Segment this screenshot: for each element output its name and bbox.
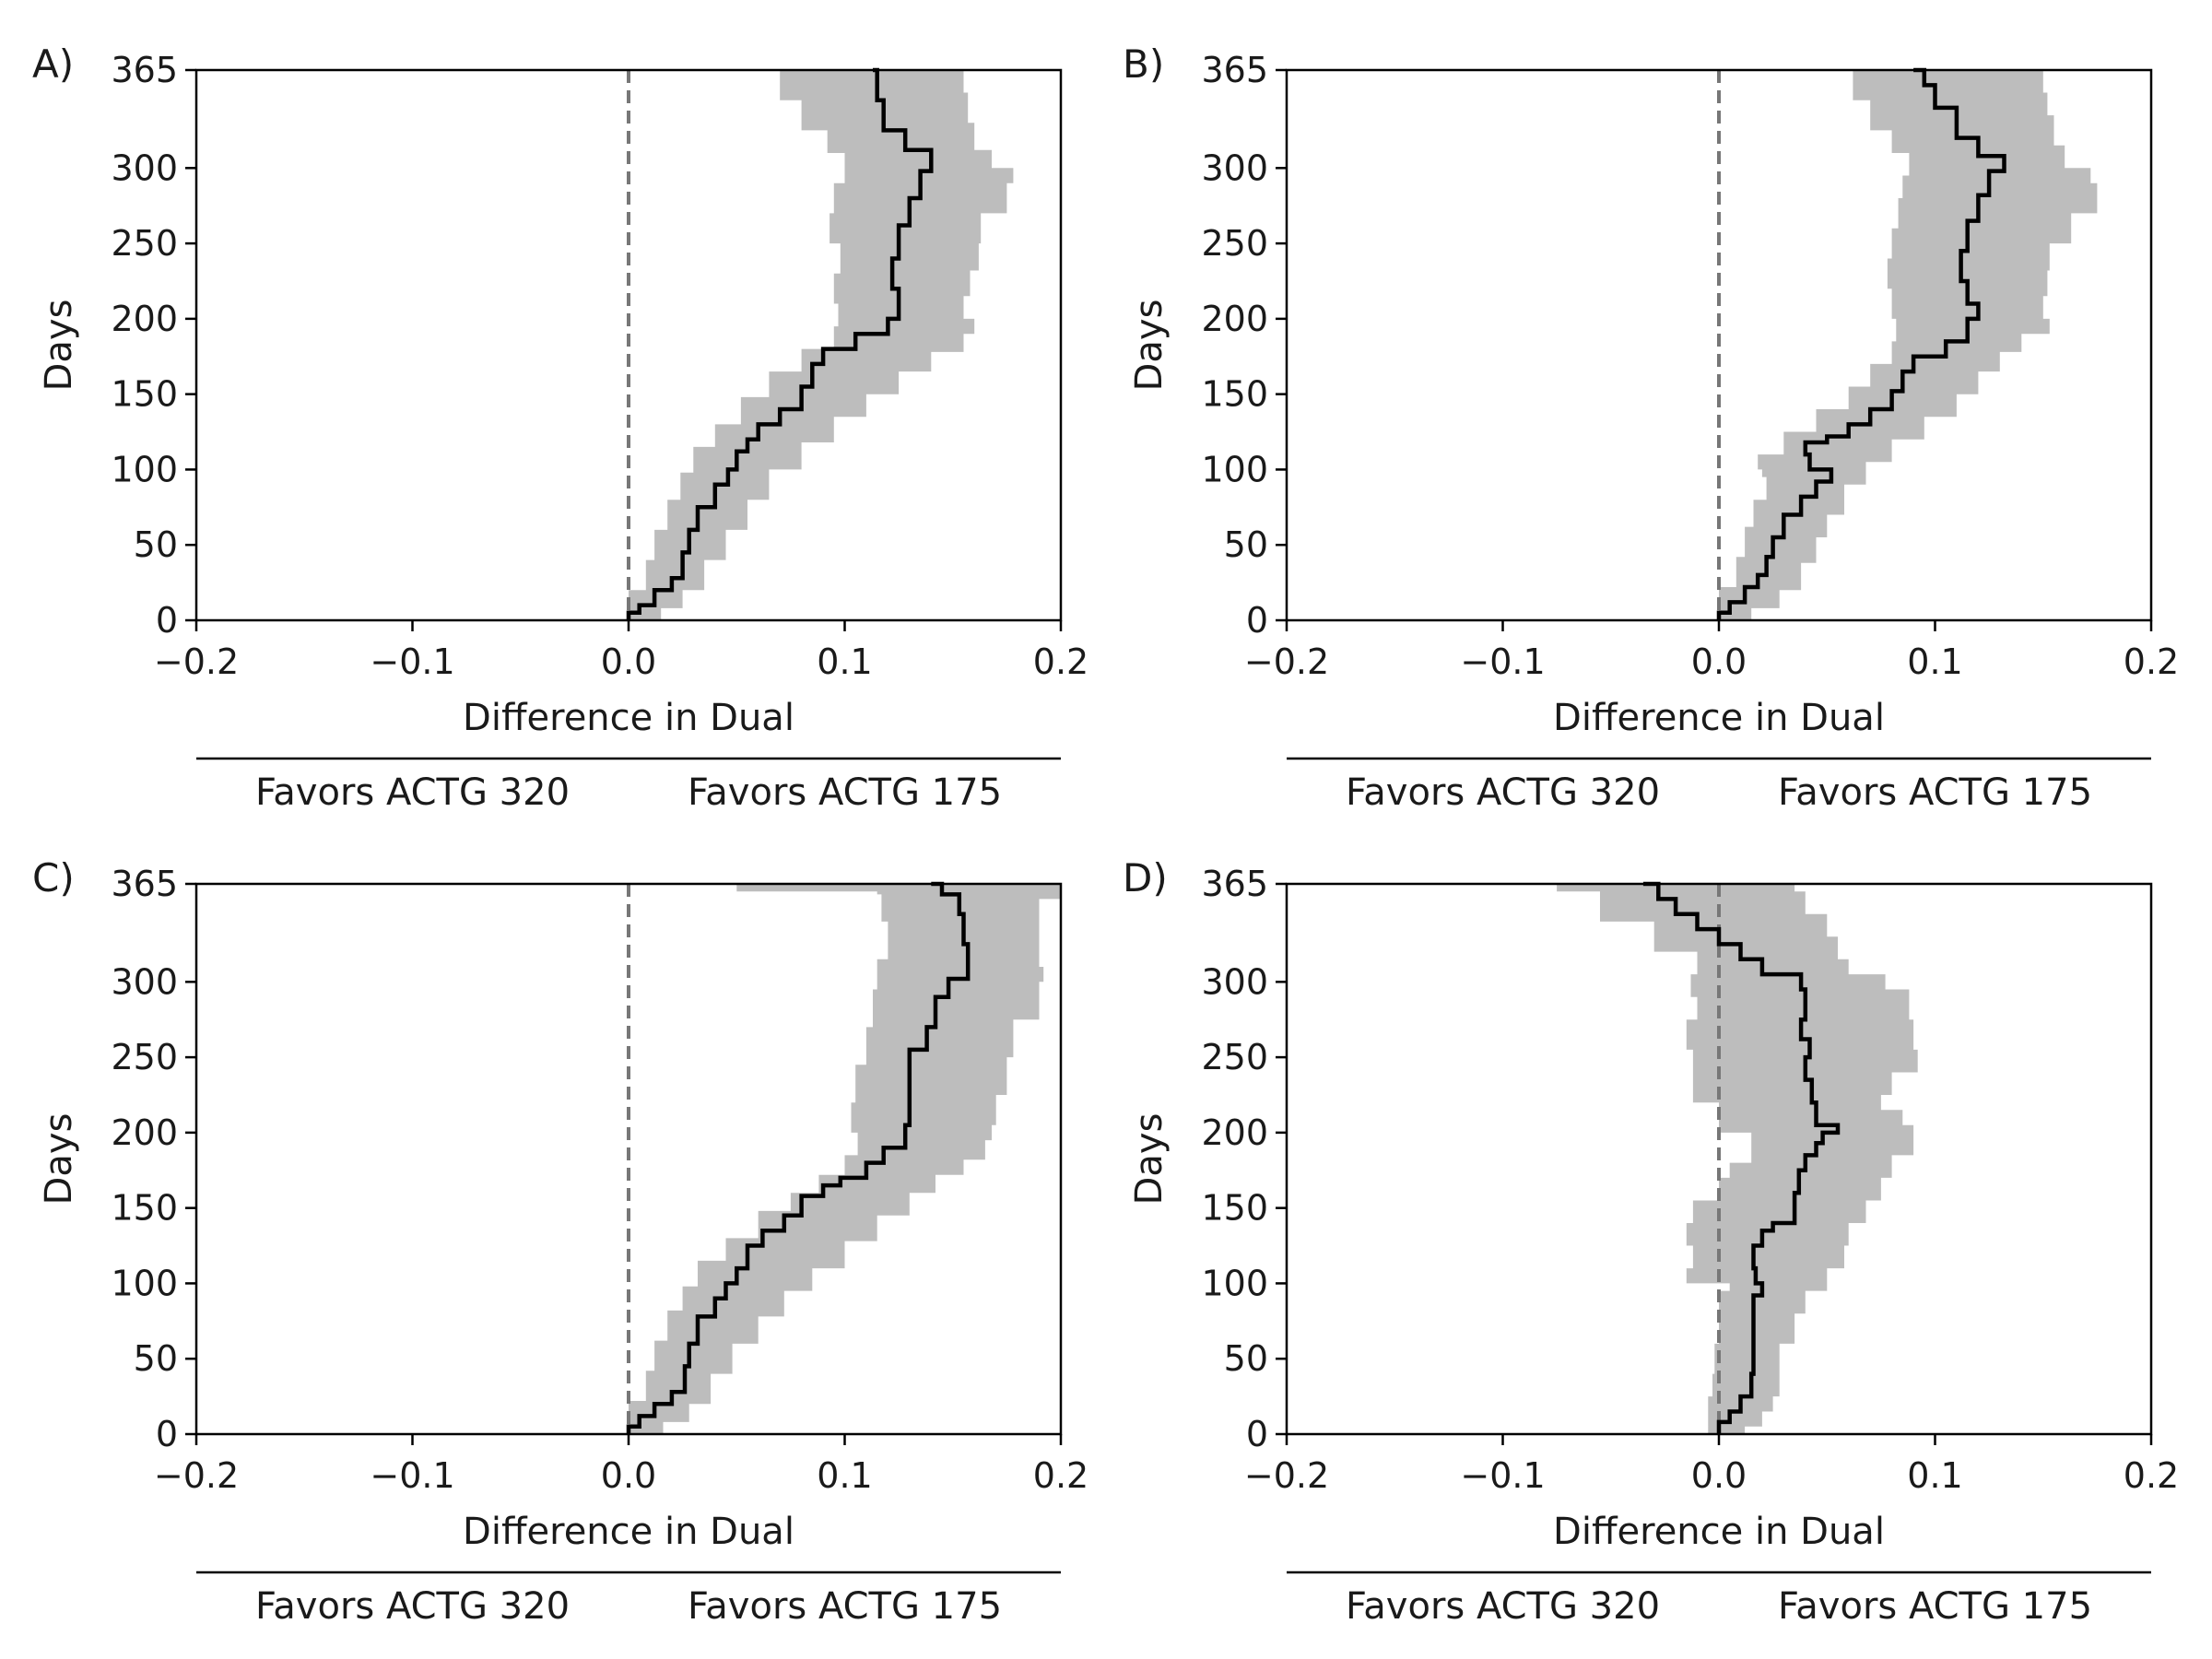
y-tick-label: 50 [1224, 524, 1268, 565]
y-tick-label: 365 [1201, 50, 1268, 90]
x-tick-label: 0.0 [601, 641, 656, 682]
y-axis-label: Days [38, 300, 80, 392]
y-tick-label: 300 [1201, 961, 1268, 1002]
x-tick-label: 0.2 [1033, 1455, 1088, 1496]
favors-right-label: Favors ACTG 175 [1778, 1585, 2092, 1628]
x-tick-label: −0.2 [1244, 641, 1329, 682]
panel-letter: B) [1123, 41, 1164, 87]
x-tick-label: 0.0 [1691, 1455, 1747, 1496]
y-axis-label: Days [1128, 300, 1171, 392]
favors-left-label: Favors ACTG 320 [255, 1585, 570, 1628]
y-tick-label: 300 [1201, 147, 1268, 188]
favors-left-label: Favors ACTG 320 [1346, 1585, 1660, 1628]
y-tick-label: 200 [111, 299, 178, 339]
y-tick-label: 300 [111, 147, 178, 188]
chart-panel-3: −0.2 −0.1 0.0 0.1 0.2 0 50 100 150 200 250 300 365 C)… [32, 855, 1088, 1628]
y-tick-label: 365 [1201, 864, 1268, 904]
y-tick-label: 250 [1201, 223, 1268, 264]
favors-right-label: Favors ACTG 175 [688, 771, 1002, 814]
confidence-band [629, 884, 1061, 1434]
x-tick-label: 0.2 [2124, 1455, 2179, 1496]
y-tick-label: 150 [111, 374, 178, 415]
favors-left-label: Favors ACTG 320 [1346, 771, 1660, 814]
y-tick-label: 365 [111, 50, 178, 90]
estimate-line [1642, 881, 1841, 1434]
x-axis-label: Difference in Dual [463, 697, 794, 739]
y-tick-label: 365 [111, 864, 178, 904]
favors-left-label: Favors ACTG 320 [255, 771, 570, 814]
y-tick-label: 250 [111, 223, 178, 264]
y-tick-label: 0 [156, 1414, 178, 1454]
x-tick-label: 0.1 [817, 1455, 872, 1496]
chart-panel-1: −0.2 −0.1 0.0 0.1 0.2 0 50 100 150 200 250 300 365 A)… [32, 41, 1088, 814]
estimate-line [626, 881, 971, 1434]
y-tick-label: 250 [111, 1037, 178, 1077]
estimate-line [1716, 67, 2006, 620]
y-tick-label: 100 [1201, 449, 1268, 489]
y-tick-label: 50 [1224, 1338, 1268, 1379]
panel-letter: C) [32, 855, 75, 900]
x-tick-label: 0.0 [601, 1455, 656, 1496]
x-tick-label: 0.0 [1691, 641, 1747, 682]
x-tick-label: −0.2 [154, 1455, 239, 1496]
chart-panel-2: −0.2 −0.1 0.0 0.1 0.2 0 50 100 150 200 250 300 365 B)… [1123, 41, 2179, 814]
y-tick-label: 100 [1201, 1263, 1268, 1303]
x-tick-label: −0.1 [370, 641, 454, 682]
y-tick-label: 200 [111, 1112, 178, 1153]
x-tick-label: −0.2 [1244, 1455, 1329, 1496]
x-tick-label: 0.1 [1907, 641, 1962, 682]
y-tick-label: 0 [1246, 600, 1268, 641]
y-tick-label: 300 [111, 961, 178, 1002]
x-tick-label: 0.2 [2124, 641, 2179, 682]
y-tick-label: 200 [1201, 1112, 1268, 1153]
y-tick-label: 100 [111, 449, 178, 489]
confidence-band [1502, 884, 1918, 1434]
x-tick-label: 0.2 [1033, 641, 1088, 682]
y-axis-label: Days [38, 1113, 80, 1206]
x-tick-label: −0.1 [1460, 641, 1545, 682]
y-tick-label: 200 [1201, 299, 1268, 339]
x-axis-label: Difference in Dual [1553, 697, 1885, 739]
y-tick-label: 100 [111, 1263, 178, 1303]
y-tick-label: 150 [1201, 374, 1268, 415]
x-axis-label: Difference in Dual [1553, 1511, 1885, 1553]
confidence-band [1719, 70, 2098, 620]
chart-panel-4: −0.2 −0.1 0.0 0.1 0.2 0 50 100 150 200 250 300 365 D)… [1123, 855, 2179, 1628]
x-tick-label: 0.1 [1907, 1455, 1962, 1496]
y-tick-label: 0 [1246, 1414, 1268, 1454]
x-tick-label: −0.1 [370, 1455, 454, 1496]
estimate-line [626, 67, 934, 620]
panel-letter: D) [1123, 855, 1168, 900]
y-tick-label: 0 [156, 600, 178, 641]
favors-right-label: Favors ACTG 175 [688, 1585, 1002, 1628]
y-tick-label: 50 [134, 524, 178, 565]
x-axis-label: Difference in Dual [463, 1511, 794, 1553]
x-tick-label: 0.1 [817, 641, 872, 682]
x-tick-label: −0.2 [154, 641, 239, 682]
x-tick-label: −0.1 [1460, 1455, 1545, 1496]
y-tick-label: 250 [1201, 1037, 1268, 1077]
y-tick-label: 150 [111, 1188, 178, 1229]
confidence-band [629, 70, 1014, 620]
y-tick-label: 50 [134, 1338, 178, 1379]
y-tick-label: 150 [1201, 1188, 1268, 1229]
favors-right-label: Favors ACTG 175 [1778, 771, 2092, 814]
y-axis-label: Days [1128, 1113, 1171, 1206]
panel-letter: A) [32, 41, 74, 87]
